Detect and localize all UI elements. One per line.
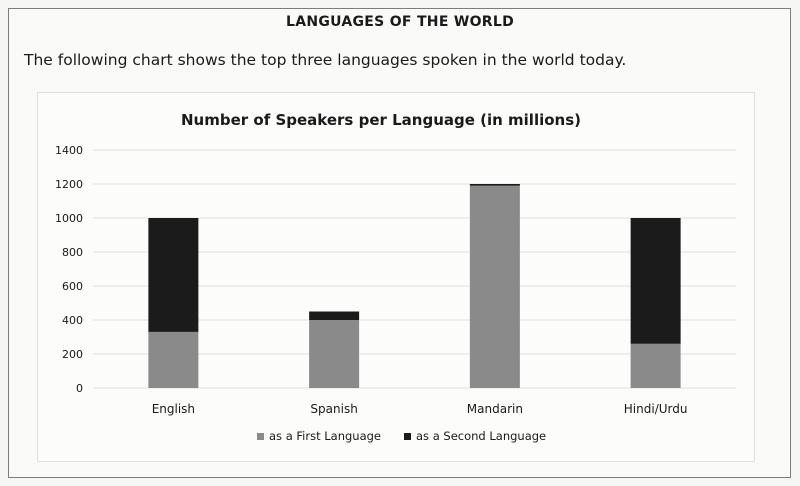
legend-swatch (404, 433, 411, 440)
y-tick-label: 0 (76, 382, 83, 395)
x-tick-label: Hindi/Urdu (624, 402, 688, 416)
bar-spanish-first (309, 320, 360, 388)
chart-container: Number of Speakers per Language (in mill… (37, 92, 755, 462)
stacked-bar-chart: Number of Speakers per Language (in mill… (55, 111, 736, 443)
bars (148, 184, 681, 388)
legend-swatch (257, 433, 264, 440)
y-tick-label: 1200 (55, 178, 83, 191)
y-tick-label: 600 (62, 280, 83, 293)
y-tick-label: 200 (62, 348, 83, 361)
bar-hindi-urdu-second (630, 218, 681, 344)
y-tick-label: 800 (62, 246, 83, 259)
legend-label: as a Second Language (416, 429, 546, 443)
bar-mandarin-second (469, 184, 520, 186)
x-axis-ticks: English Spanish Mandarin Hindi/Urdu (152, 402, 688, 416)
bar-english-second (148, 218, 199, 332)
y-tick-label: 1000 (55, 212, 83, 225)
y-tick-label: 1400 (55, 144, 83, 157)
gridlines (93, 149, 736, 389)
y-tick-label: 400 (62, 314, 83, 327)
bar-hindi-urdu-first (630, 343, 681, 388)
bar-english-first (148, 331, 199, 388)
x-tick-label: Spanish (310, 402, 357, 416)
bar-mandarin-first (469, 185, 520, 388)
bar-spanish-second (309, 311, 360, 320)
legend-label: as a First Language (269, 429, 381, 443)
page-heading: LANGUAGES OF THE WORLD (285, 14, 515, 30)
x-tick-label: Mandarin (467, 402, 523, 416)
intro-text: The following chart shows the top three … (24, 51, 627, 69)
chart-title: Number of Speakers per Language (in mill… (181, 111, 581, 129)
legend: as a First Language as a Second Language (257, 429, 546, 443)
x-tick-label: English (152, 402, 195, 416)
y-axis-ticks: 0 200 400 600 800 1000 1200 1400 (55, 144, 83, 395)
